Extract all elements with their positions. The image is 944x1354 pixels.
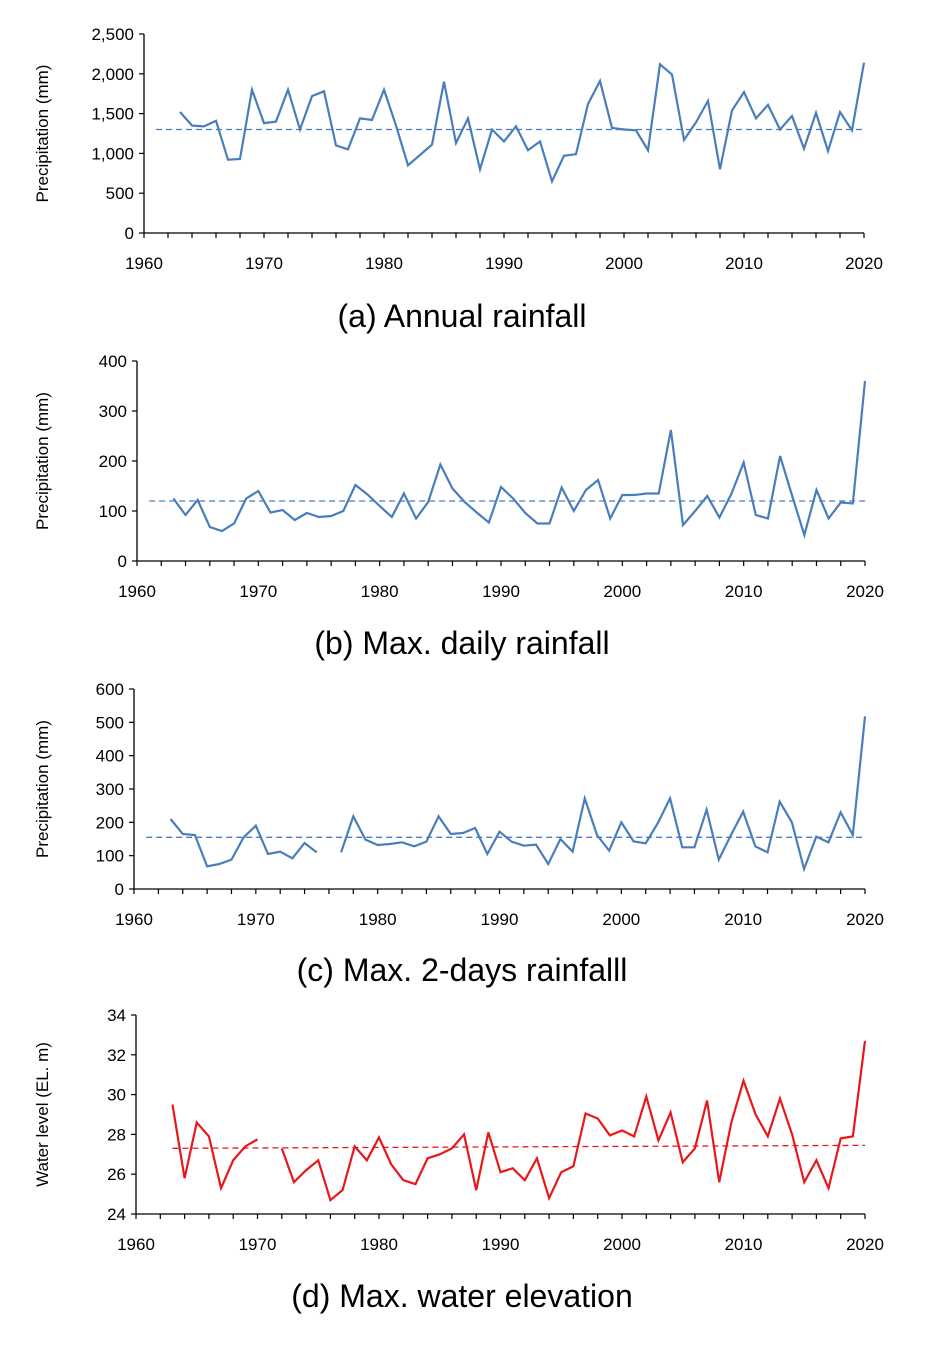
y-tick-label: 500: [96, 713, 124, 732]
chart-panel-2: 0 100 200 300 400 500 600 1960 1970 1980 1990 2000 2…: [33, 680, 884, 988]
x-tick-label: 1960: [117, 1235, 155, 1254]
y-tick-label: 30: [107, 1086, 126, 1105]
y-axis-label: Precipitation (mm): [33, 392, 52, 530]
x-tick-label: 2000: [605, 254, 643, 273]
mean-line: [172, 1145, 865, 1148]
series-line: [173, 381, 865, 535]
y-axis-label: Precipitation (mm): [33, 65, 52, 203]
chart-caption: (a) Annual rainfall: [337, 298, 586, 334]
series-line: [341, 716, 865, 869]
x-tick-label: 1980: [359, 910, 397, 929]
x-tick-label: 2010: [724, 910, 762, 929]
y-tick-label: 1,500: [91, 105, 134, 124]
x-tick-label: 1970: [245, 254, 283, 273]
x-tick-label: 2010: [725, 254, 763, 273]
y-tick-label: 300: [96, 780, 124, 799]
x-tick-label: 2000: [602, 910, 640, 929]
x-tick-label: 1980: [360, 1235, 398, 1254]
y-tick-label: 200: [99, 452, 127, 471]
y-tick-label: 600: [96, 680, 124, 699]
chart-caption: (c) Max. 2-days rainfalll: [297, 952, 628, 988]
chart-panel-0: 0 500 1,000 1,500 2,000 2,500 1960 1970 1980 1990…: [33, 25, 883, 334]
y-tick-label: 24: [107, 1205, 126, 1224]
y-tick-label: 400: [99, 352, 127, 371]
y-tick-label: 32: [107, 1046, 126, 1065]
x-tick-label: 2020: [846, 1235, 884, 1254]
y-tick-label: 0: [115, 880, 124, 899]
y-tick-label: 0: [125, 224, 134, 243]
chart-caption: (d) Max. water elevation: [291, 1278, 632, 1314]
x-tick-label: 1970: [239, 1235, 277, 1254]
x-tick-label: 1980: [361, 582, 399, 601]
y-axis-label: Precipitation (mm): [33, 720, 52, 858]
x-tick-label: 1990: [481, 910, 519, 929]
x-tick-label: 1990: [482, 1235, 520, 1254]
x-tick-label: 1960: [115, 910, 153, 929]
x-tick-label: 1980: [365, 254, 403, 273]
series-line: [171, 819, 317, 866]
x-tick-label: 1970: [237, 910, 275, 929]
y-tick-label: 1,000: [91, 144, 134, 163]
series-line: [180, 63, 864, 182]
y-tick-label: 300: [99, 402, 127, 421]
x-tick-label: 2020: [845, 254, 883, 273]
y-tick-label: 500: [106, 184, 134, 203]
y-tick-label: 28: [107, 1125, 126, 1144]
y-tick-label: 34: [107, 1006, 126, 1025]
series-line: [282, 1041, 865, 1200]
y-tick-label: 100: [99, 502, 127, 521]
y-tick-label: 400: [96, 747, 124, 766]
x-tick-label: 1960: [125, 254, 163, 273]
x-tick-label: 2020: [846, 582, 884, 601]
x-tick-label: 1990: [482, 582, 520, 601]
x-tick-label: 2020: [846, 910, 884, 929]
x-tick-label: 2000: [603, 582, 641, 601]
y-tick-label: 2,000: [91, 65, 134, 84]
y-axis-label: Water level (EL. m): [33, 1042, 52, 1187]
y-tick-label: 0: [118, 552, 127, 571]
series-line: [172, 1105, 257, 1189]
y-tick-label: 26: [107, 1165, 126, 1184]
y-tick-label: 2,500: [91, 25, 134, 44]
x-tick-label: 2010: [725, 1235, 763, 1254]
chart-caption: (b) Max. daily rainfall: [314, 625, 609, 661]
chart-panel-3: 24 26 28 30 32 34 1960 1970 1980 1990 2000 2010 2020…: [33, 1006, 884, 1314]
x-tick-label: 1990: [485, 254, 523, 273]
x-tick-label: 2000: [603, 1235, 641, 1254]
y-tick-label: 100: [96, 847, 124, 866]
y-tick-label: 200: [96, 813, 124, 832]
chart-panel-1: 0 100 200 300 400 1960 1970 1980 1990 2000 2010 202…: [33, 352, 884, 661]
x-tick-label: 2010: [725, 582, 763, 601]
x-tick-label: 1970: [239, 582, 277, 601]
x-tick-label: 1960: [118, 582, 156, 601]
